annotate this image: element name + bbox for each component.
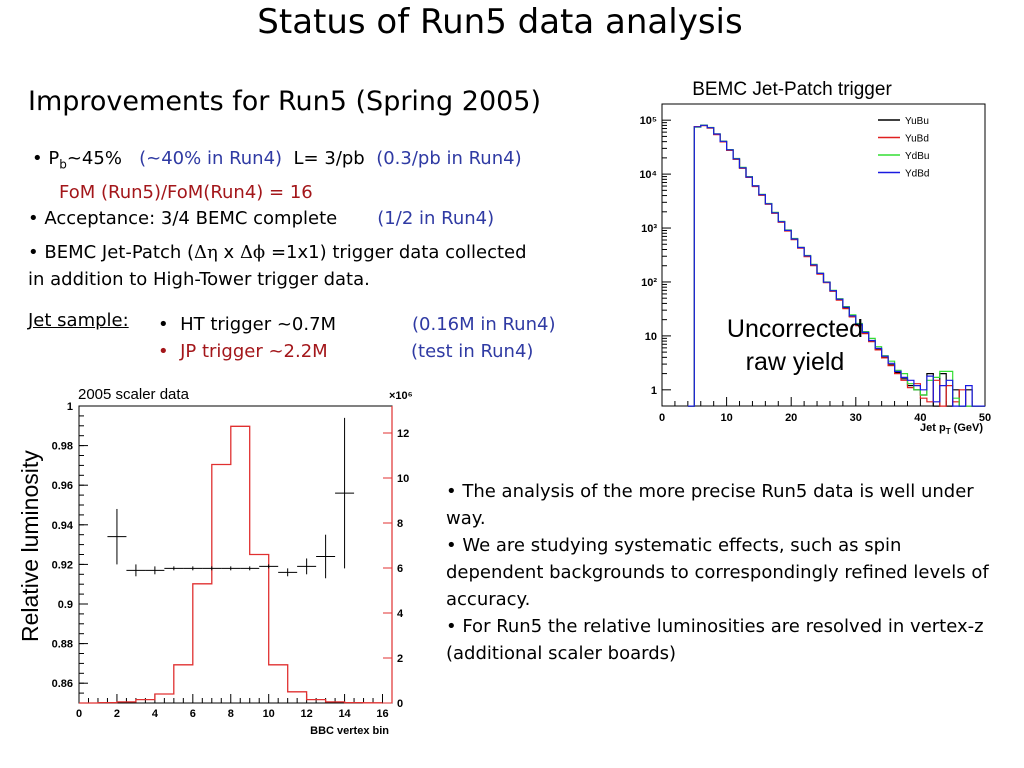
analysis-item-2: • We are studying systematic effects, su… — [446, 535, 989, 610]
lum-y2tick-label: 10 — [397, 473, 409, 485]
lum-ytick-label: 0.92 — [52, 559, 73, 571]
slide-title: Status of Run5 data analysis — [257, 2, 743, 42]
jet-xtick-label: 10 — [720, 412, 732, 424]
jet-chart-xlabel: Jet pT (GeV) — [920, 422, 983, 436]
legend-label-YdBu: YdBu — [905, 151, 929, 162]
lum-ytick-label: 1 — [67, 401, 73, 413]
legend-label-YuBd: YuBd — [905, 134, 929, 145]
jet-chart-annotation-1: Uncorrected — [727, 315, 863, 343]
legend-label-YdBd: YdBd — [905, 169, 929, 180]
lum-ytick-label: 0.86 — [52, 678, 73, 690]
jet-ytick-label: 10³ — [641, 223, 657, 235]
analysis-item-3: • For Run5 the relative luminosities are… — [446, 616, 984, 664]
lum-xtick-label: 14 — [338, 708, 351, 720]
lum-ytick-label: 0.9 — [58, 599, 73, 611]
jet-ytick-label: 10⁴ — [639, 169, 657, 181]
jet-xtick-label: 0 — [659, 412, 665, 424]
lum-xtick-label: 6 — [190, 708, 196, 720]
lum-histogram-line — [79, 425, 383, 704]
jet-chart-frame — [661, 103, 986, 407]
bullet-dot: • — [32, 148, 43, 169]
jet-xtick-label: 30 — [850, 412, 862, 424]
bullet-dot: • — [28, 208, 39, 229]
lum-ytick-label: 0.88 — [52, 639, 73, 651]
luminosity-chart: 2005 scaler data 0 2 4 6 8 10 12 14 160.860.880.… — [17, 386, 413, 737]
jet-pt-chart: BEMC Jet-Patch trigger 0 10 20 30 40 50 1 10 10²… — [639, 79, 991, 436]
bullet-dot: • — [28, 242, 39, 263]
lum-y2tick-label: 6 — [397, 563, 403, 575]
legend-label-YuBu: YuBu — [905, 116, 929, 127]
lum-xtick-label: 0 — [76, 708, 82, 720]
lum-y2tick-label: 8 — [397, 518, 403, 530]
analysis-bullets: • The analysis of the more precise Run5 … — [446, 478, 991, 667]
jet-chart-annotation-2: raw yield — [746, 348, 845, 376]
jet-chart-title: BEMC Jet-Patch trigger — [692, 79, 892, 100]
lum-chart-title: 2005 scaler data — [78, 386, 190, 403]
lum-ytick-label: 0.94 — [52, 520, 74, 532]
jet-xtick-label: 50 — [979, 412, 991, 424]
jet-ytick-label: 10² — [641, 277, 657, 289]
bullet-acceptance: • Acceptance: 3/4 BEMC complete (1/2 in … — [28, 208, 495, 229]
lum-chart-ylabel: Relative luminosity — [17, 450, 43, 642]
lum-chart-histogram — [79, 425, 383, 704]
list-item-ht: • HT trigger ~0.7M (0.16M in Run4) — [158, 314, 556, 335]
jet-sample-list: • HT trigger ~0.7M (0.16M in Run4) • JP … — [158, 311, 598, 365]
lum-chart-points — [107, 417, 355, 579]
lum-xtick-label: 10 — [263, 708, 275, 720]
lum-chart-frame — [78, 405, 393, 704]
lum-xtick-label: 16 — [376, 708, 388, 720]
jet-ytick-label: 10⁵ — [640, 115, 657, 127]
jet-xtick-label: 20 — [785, 412, 797, 424]
jet-sample-label: Jet sample: — [28, 310, 129, 331]
lum-xtick-label: 2 — [114, 708, 120, 720]
list-item-jp: • JP trigger ~2.2M (test in Run4) — [158, 341, 534, 362]
bullet-polarization: • Pb~45% (~40% in Run4) L= 3/pb (0.3/pb … — [32, 145, 622, 206]
analysis-item-1: • The analysis of the more precise Run5 … — [446, 481, 974, 529]
fom-line: FoM (Run5)/FoM(Run4) = 16 — [59, 181, 313, 203]
lum-xtick-label: 12 — [301, 708, 313, 720]
jet-chart-series — [687, 124, 985, 407]
lum-y2tick-label: 2 — [397, 653, 403, 665]
jet-xtick-label: 40 — [914, 412, 926, 424]
jet-ytick-label: 1 — [651, 385, 657, 397]
lum-ytick-label: 0.98 — [52, 441, 73, 453]
slide-subtitle: Improvements for Run5 (Spring 2005) — [28, 86, 542, 117]
lum-chart-xlabel: BBC vertex bin — [310, 725, 389, 737]
lum-ytick-label: 0.96 — [52, 480, 73, 492]
jet-series-YdBd — [687, 124, 985, 407]
jet-chart-axes: 0 10 20 30 40 50 1 10 10² 10³ 10⁴ 10⁵ — [639, 115, 991, 424]
lum-xtick-label: 8 — [228, 708, 234, 720]
lum-chart-axes: 0 2 4 6 8 10 12 14 160.860.880.90.920.940.960.98… — [52, 401, 410, 720]
jet-chart-legend: YuBu YuBd YdBu YdBd — [878, 116, 929, 180]
lum-chart-y2-multiplier: ×10⁶ — [389, 390, 413, 402]
jet-ytick-label: 10 — [645, 331, 657, 343]
bullet-jetpatch: • BEMC Jet-Patch (Δη x Δϕ =1x1) trigger … — [28, 242, 527, 290]
lum-y2tick-label: 4 — [397, 608, 404, 620]
lum-xtick-label: 4 — [152, 708, 159, 720]
lum-y2tick-label: 0 — [397, 698, 403, 710]
lum-y2tick-label: 12 — [397, 428, 409, 440]
